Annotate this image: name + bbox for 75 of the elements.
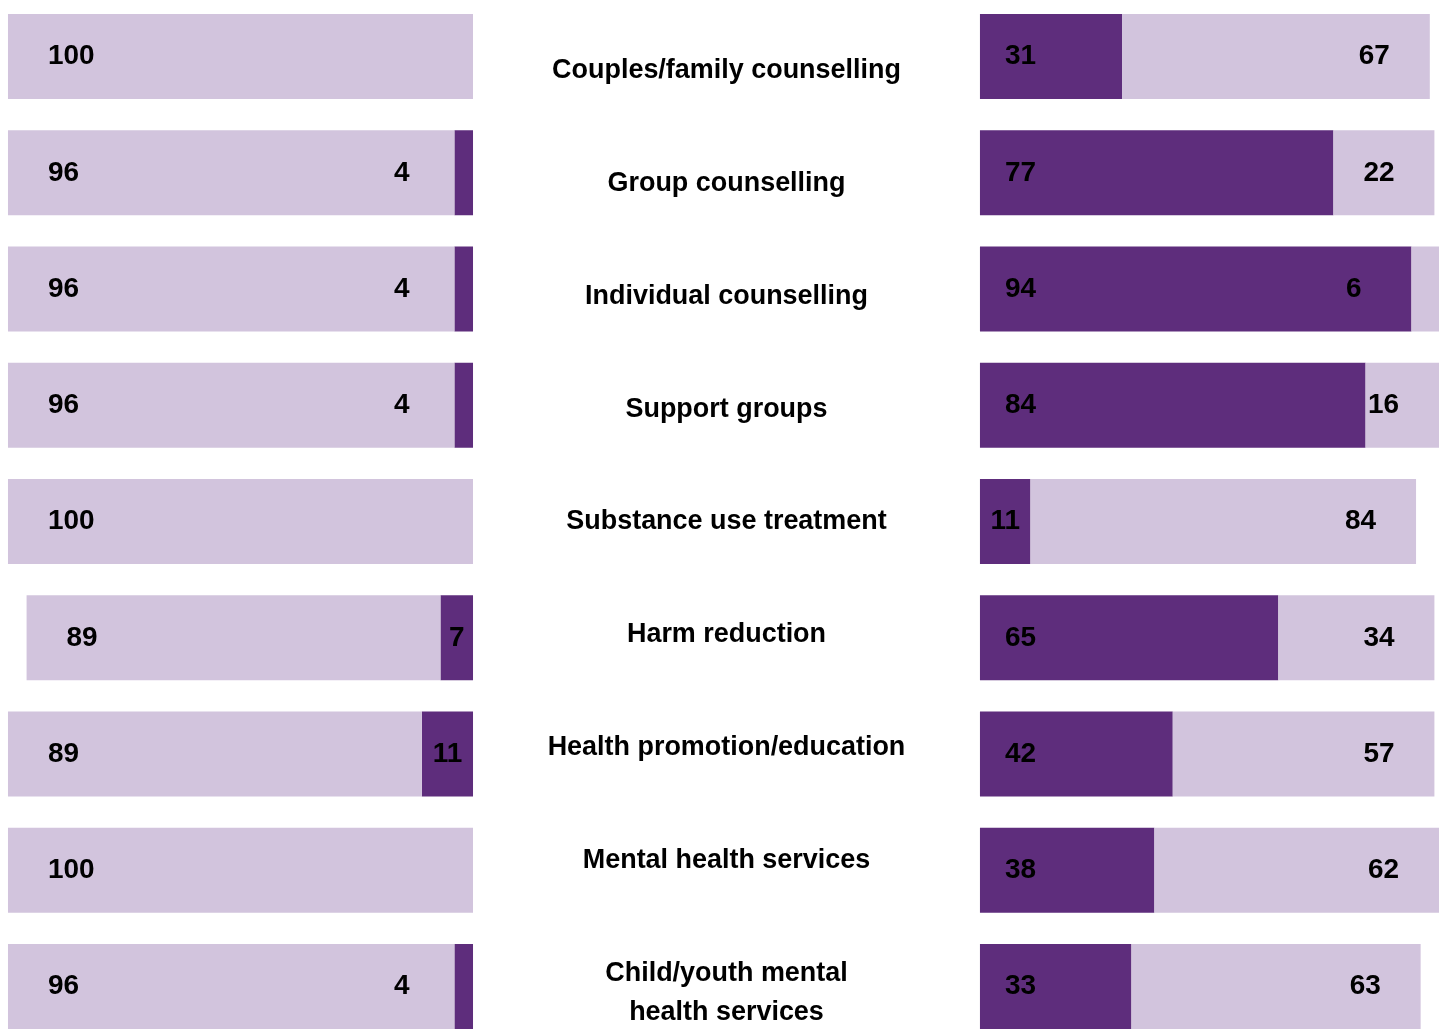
data-label: 77 bbox=[1004, 155, 1036, 187]
bar bbox=[1411, 246, 1439, 332]
category-label: Health promotion/education bbox=[547, 731, 906, 761]
category-label: Individual counselling bbox=[585, 279, 868, 310]
bar bbox=[7, 14, 474, 99]
bar bbox=[421, 711, 474, 797]
data-label: 4 bbox=[393, 969, 410, 1001]
bar bbox=[7, 479, 474, 564]
bar bbox=[454, 944, 474, 1029]
data-label: 4 bbox=[393, 388, 410, 420]
bar bbox=[7, 711, 422, 797]
bar bbox=[1154, 827, 1439, 913]
bar bbox=[454, 246, 474, 332]
data-label: 34 bbox=[1363, 620, 1395, 652]
bar bbox=[1365, 362, 1439, 448]
bar bbox=[979, 827, 1155, 913]
data-label: 57 bbox=[1363, 736, 1395, 768]
category-label: Group counselling bbox=[607, 167, 846, 198]
data-label: 31 bbox=[1004, 39, 1036, 71]
category-label: Couples/family counselling bbox=[552, 54, 901, 85]
data-label: 89 bbox=[66, 620, 98, 652]
bar bbox=[7, 944, 455, 1029]
data-label: 16 bbox=[1368, 388, 1400, 420]
bar bbox=[1030, 479, 1417, 564]
bar bbox=[979, 130, 1334, 216]
bar bbox=[979, 14, 1123, 99]
data-label: 84 bbox=[1004, 388, 1037, 420]
data-label: 7 bbox=[448, 620, 465, 652]
data-label: 22 bbox=[1363, 155, 1395, 187]
bar bbox=[454, 130, 474, 216]
data-label: 33 bbox=[1004, 969, 1036, 1001]
bar bbox=[7, 246, 455, 332]
data-label: 100 bbox=[47, 504, 95, 536]
bar bbox=[454, 362, 474, 448]
data-label: 100 bbox=[47, 853, 95, 885]
data-label: 11 bbox=[432, 736, 463, 768]
bar bbox=[979, 479, 1031, 564]
bar bbox=[440, 595, 474, 681]
category-label: Child/youth mental health services bbox=[605, 956, 848, 1027]
bar bbox=[7, 130, 455, 216]
bar bbox=[1131, 944, 1421, 1029]
data-label: 94 bbox=[1004, 271, 1037, 303]
data-label: 6 bbox=[1346, 271, 1362, 303]
bar bbox=[1172, 711, 1435, 797]
data-label: 67 bbox=[1358, 39, 1390, 71]
category-label: Support groups bbox=[625, 392, 828, 423]
data-label: 63 bbox=[1349, 969, 1381, 1001]
bar bbox=[979, 595, 1279, 681]
category-label: Substance use treatment bbox=[566, 505, 887, 536]
bar bbox=[1333, 130, 1435, 216]
bar bbox=[979, 711, 1173, 797]
bar bbox=[979, 944, 1132, 1029]
data-label: 89 bbox=[47, 736, 79, 768]
data-label: 4 bbox=[393, 271, 410, 303]
category-label: Mental health services bbox=[582, 843, 871, 874]
category-label: Harm reduction bbox=[626, 618, 827, 649]
data-label: 96 bbox=[47, 271, 79, 303]
data-label: 42 bbox=[1004, 736, 1036, 768]
data-label: 4 bbox=[393, 155, 410, 187]
data-label: 96 bbox=[47, 969, 79, 1001]
bar bbox=[7, 827, 474, 913]
data-label: 62 bbox=[1368, 853, 1400, 885]
data-label: 65 bbox=[1004, 620, 1036, 652]
bar bbox=[1278, 595, 1435, 681]
data-label: 96 bbox=[47, 155, 79, 187]
bar bbox=[7, 362, 455, 448]
data-label: 38 bbox=[1004, 853, 1036, 885]
data-label: 100 bbox=[47, 39, 95, 71]
data-label: 84 bbox=[1345, 504, 1377, 536]
bar bbox=[979, 246, 1412, 332]
bar bbox=[1122, 14, 1430, 99]
data-label: 96 bbox=[47, 388, 79, 420]
bar bbox=[979, 362, 1366, 448]
data-label: 11 bbox=[990, 504, 1020, 536]
bar bbox=[26, 595, 441, 681]
